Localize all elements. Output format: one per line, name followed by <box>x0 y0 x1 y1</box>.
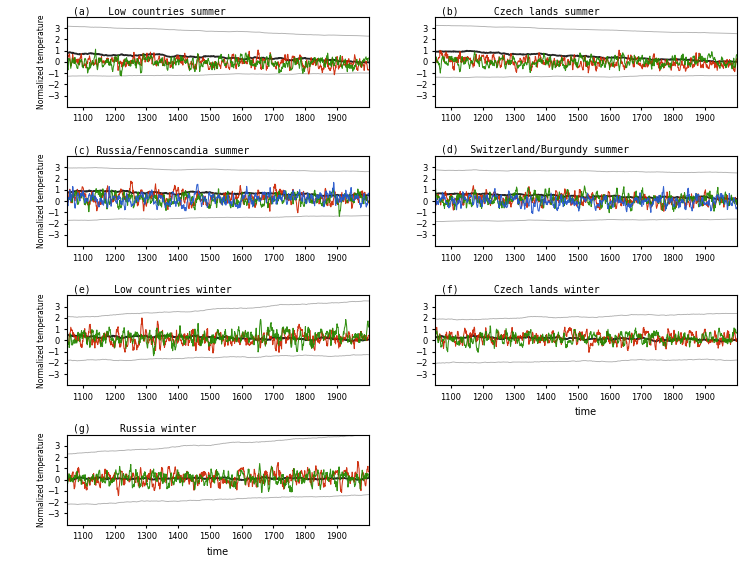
X-axis label: time: time <box>574 407 597 417</box>
Text: (f)      Czech lands winter: (f) Czech lands winter <box>441 285 600 294</box>
Text: (c) Russia/Fennoscandia summer: (c) Russia/Fennoscandia summer <box>73 146 249 156</box>
Y-axis label: Normalized temperature: Normalized temperature <box>36 15 45 109</box>
Text: (g)     Russia winter: (g) Russia winter <box>73 424 196 434</box>
Y-axis label: Normalized temperature: Normalized temperature <box>36 293 45 387</box>
Y-axis label: Normalized temperature: Normalized temperature <box>36 154 45 248</box>
Y-axis label: Normalized temperature: Normalized temperature <box>36 433 45 527</box>
Text: (e)    Low countries winter: (e) Low countries winter <box>73 285 231 294</box>
Text: (a)   Low countries summer: (a) Low countries summer <box>73 6 225 16</box>
X-axis label: time: time <box>207 547 229 557</box>
Text: (b)      Czech lands summer: (b) Czech lands summer <box>441 6 600 16</box>
Text: (d)  Switzerland/Burgundy summer: (d) Switzerland/Burgundy summer <box>441 146 629 156</box>
